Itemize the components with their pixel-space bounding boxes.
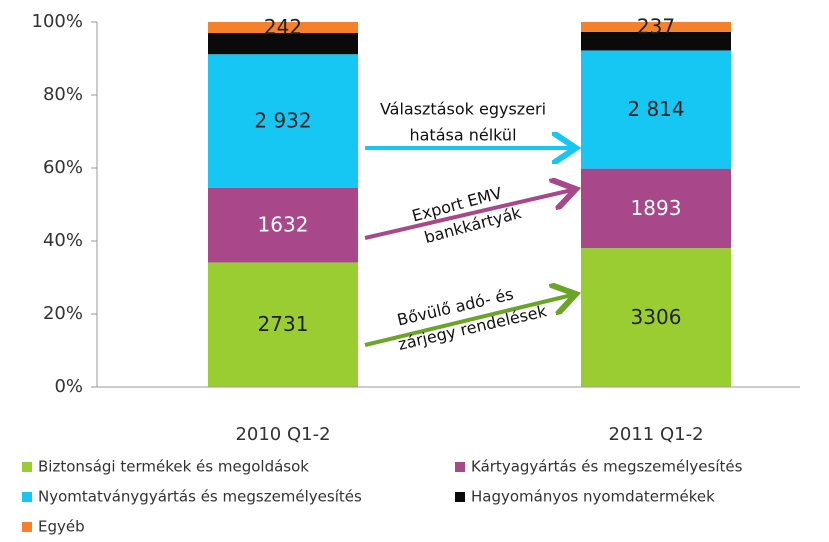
bar-segment — [208, 262, 358, 387]
legend-label: Nyomtatványgyártás és megszemélyesítés — [38, 488, 362, 506]
legend-swatch — [22, 522, 32, 532]
legend-swatch — [22, 462, 32, 472]
data-label: 3306 — [631, 305, 682, 329]
legend-label: Kártyagyártás és megszemélyesítés — [471, 458, 743, 476]
bar-segment — [581, 168, 731, 249]
bar-segment — [581, 50, 731, 169]
legend-label: Hagyományos nyomdatermékek — [471, 488, 715, 506]
bar-segment — [208, 22, 358, 34]
y-tick-label: 100% — [32, 11, 83, 32]
data-label: 2 814 — [627, 97, 684, 121]
arrow — [364, 295, 572, 347]
data-label: 1893 — [631, 196, 682, 220]
bar-segment — [581, 31, 731, 51]
legend-swatch — [455, 492, 465, 502]
bar-segment — [581, 248, 731, 387]
bar-segment — [208, 33, 358, 55]
arrow — [364, 190, 572, 240]
annotation: hatása nélkül — [409, 126, 516, 145]
y-tick-label: 20% — [43, 303, 83, 324]
data-label: 237 — [637, 14, 675, 38]
legend-label: Biztonsági termékek és megoldások — [38, 458, 309, 476]
data-label: 242 — [264, 15, 302, 39]
y-tick-label: 40% — [43, 230, 83, 251]
legend-swatch — [22, 492, 32, 502]
legend-label: Egyéb — [38, 518, 85, 536]
bar-segment — [581, 22, 731, 32]
bar-segment — [208, 187, 358, 263]
x-tick-label: 2010 Q1-2 — [235, 424, 330, 445]
y-tick-label: 60% — [43, 157, 83, 178]
data-label: 2 932 — [254, 109, 311, 133]
data-label: 2731 — [258, 312, 309, 336]
data-label: 1632 — [258, 213, 309, 237]
annotation: Választások egyszeri — [380, 100, 546, 119]
y-tick-label: 0% — [54, 376, 83, 397]
bar-segment — [208, 54, 358, 188]
legend-swatch — [455, 462, 465, 472]
y-tick-label: 80% — [43, 84, 83, 105]
x-tick-label: 2011 Q1-2 — [608, 424, 703, 445]
